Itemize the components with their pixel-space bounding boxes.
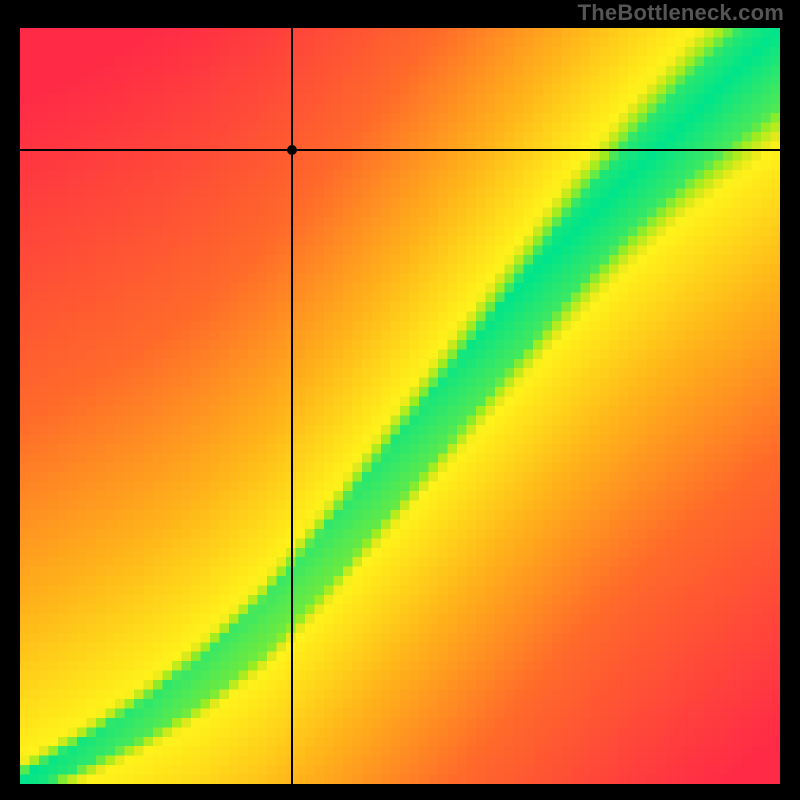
crosshair-marker	[287, 145, 297, 155]
chart-container: { "attribution": { "text": "TheBottlenec…	[0, 0, 800, 800]
attribution-text: TheBottleneck.com	[578, 0, 784, 26]
crosshair-horizontal	[20, 149, 780, 151]
bottleneck-heatmap	[20, 28, 780, 784]
crosshair-vertical	[291, 28, 293, 784]
